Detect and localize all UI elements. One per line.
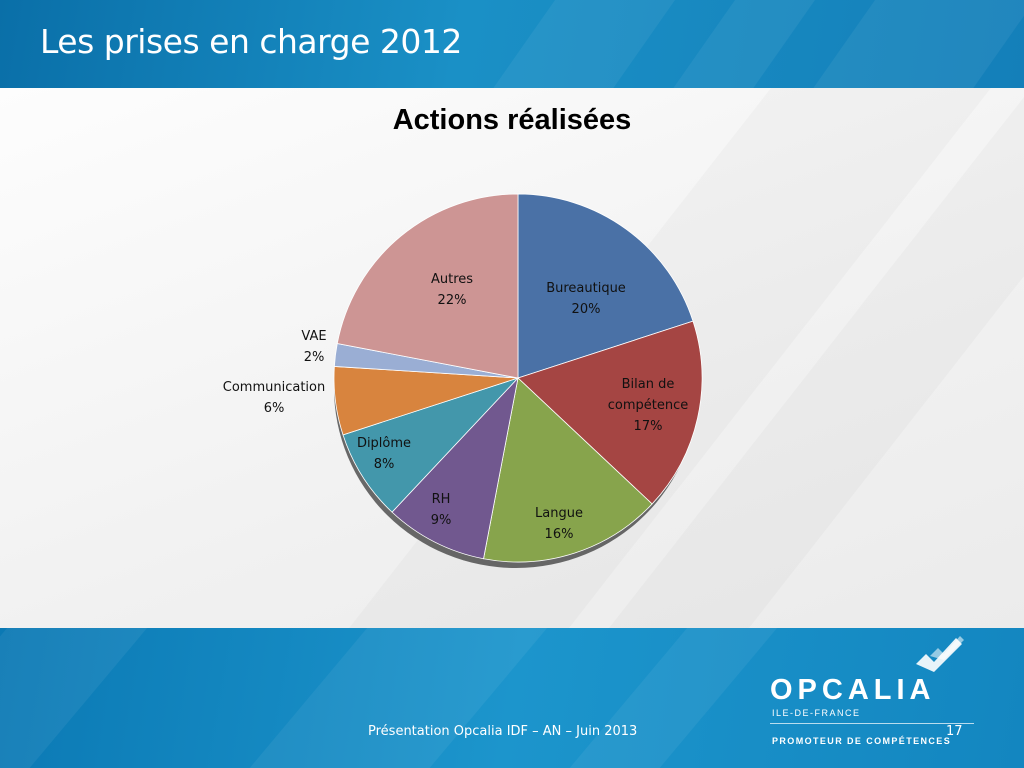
footer-decoration [0,628,148,768]
slice-label: Autres 22% [431,272,473,308]
slice-label: RH 9% [431,492,452,528]
pie-slice-bureautique [517,193,694,379]
slice-label: VAE 2% [301,329,326,365]
slide-title: Les prises en charge 2012 [40,22,462,61]
pie-slice-autres [336,193,519,379]
slice-label: Bureautique 20% [546,281,626,317]
logo-divider [770,723,974,724]
slide-footer [0,628,1024,768]
page-number: 17 [946,724,963,739]
footer-decoration [232,628,548,768]
pie-labels: Bureautique 20% Bilan de compétence 17% Langu… [223,272,688,542]
opcalia-logo: OPCALIA ILE-DE-FRANCE PROMOTEUR DE COMPÉ… [770,636,980,756]
pie-slices [333,193,703,563]
chart-title: Actions réalisées [392,104,632,136]
slice-label: Communication 6% [223,380,325,416]
logo-wordmark: OPCALIA [770,674,936,706]
slice-label: Langue 16% [535,506,583,542]
logo-region: ILE-DE-FRANCE [772,708,861,718]
footer-text: Présentation Opcalia IDF – AN – Juin 201… [368,724,638,739]
pie-slice-langue [483,377,653,563]
slice-label: Bilan de compétence 17% [608,377,689,434]
pie-slice-diplôme [342,377,519,513]
logo-tagline: PROMOTEUR DE COMPÉTENCES [772,736,952,746]
slide-header [0,0,1024,88]
footer-decoration [552,628,778,768]
logo-mark-icon [916,636,964,672]
slice-label: Diplôme 8% [357,436,411,472]
pie-slice-rh [391,376,519,560]
pie-slice-bilan-de-compétence [517,320,703,505]
